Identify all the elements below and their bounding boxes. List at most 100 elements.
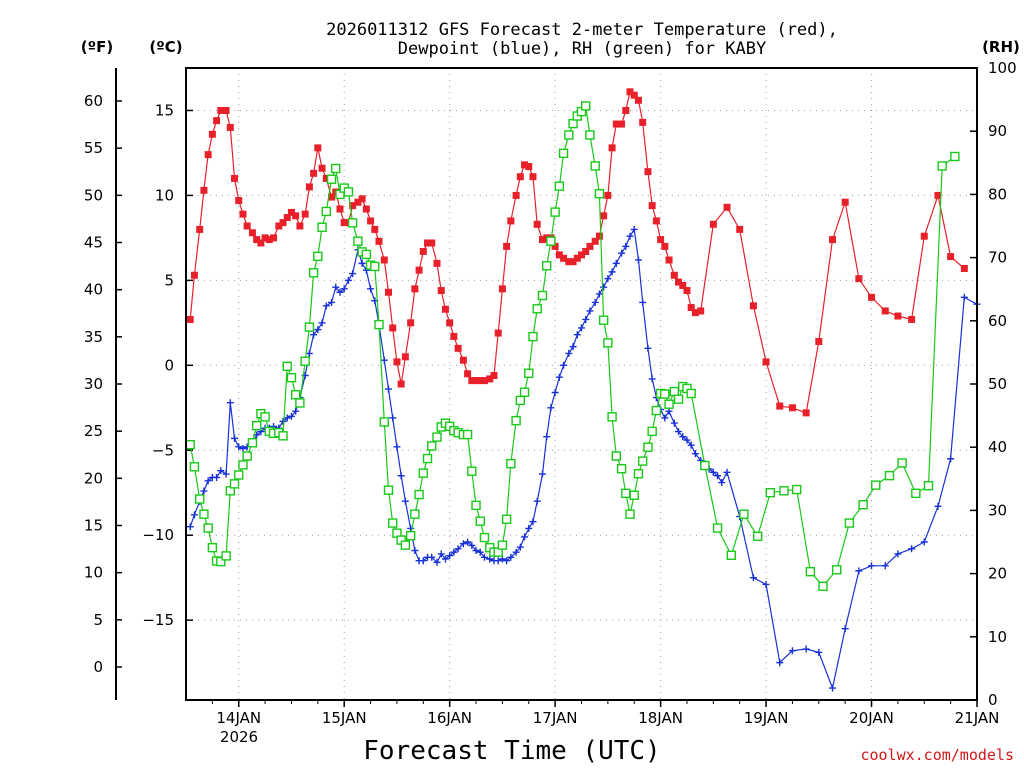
dewpoint-point bbox=[235, 443, 243, 451]
temperature-point bbox=[626, 88, 634, 96]
dewpoint-point bbox=[947, 455, 955, 463]
rh-point bbox=[564, 130, 574, 140]
chart-title-line1: 2026011312 GFS Forecast 2-meter Temperat… bbox=[326, 20, 838, 40]
temperature-point bbox=[446, 319, 454, 327]
dewpoint-point bbox=[380, 356, 388, 364]
x-tick-label: 20JAN bbox=[849, 709, 894, 727]
rh-point bbox=[207, 542, 218, 553]
rh-point bbox=[923, 481, 934, 491]
rh-point bbox=[295, 398, 305, 408]
rh-point bbox=[313, 251, 323, 262]
rh-point bbox=[673, 394, 684, 404]
dewpoint-point bbox=[190, 511, 198, 519]
temperature-point bbox=[569, 258, 577, 266]
temperature-point bbox=[802, 409, 810, 417]
temperature-point bbox=[555, 251, 563, 259]
rh-point bbox=[779, 486, 789, 496]
rh-point bbox=[629, 490, 639, 500]
dewpoint-point bbox=[855, 567, 863, 575]
dewpoint-point bbox=[595, 290, 603, 298]
dewpoint-point bbox=[718, 479, 726, 487]
rh-point bbox=[621, 488, 631, 499]
temperature-point bbox=[407, 319, 415, 327]
dewpoint-point bbox=[332, 283, 340, 291]
dewpoint-point bbox=[648, 375, 656, 383]
rh-tick-label: 10 bbox=[988, 628, 1007, 646]
temperature-point bbox=[573, 254, 581, 262]
temperature-point bbox=[582, 247, 590, 255]
temperature-point bbox=[855, 275, 863, 283]
dewpoint-point bbox=[802, 645, 810, 653]
temperature-point bbox=[371, 225, 379, 233]
temperature-point bbox=[503, 242, 511, 250]
rh-point bbox=[568, 118, 578, 129]
dewpoint-point bbox=[661, 414, 669, 422]
dewpoint-point bbox=[336, 288, 344, 296]
temperature-point bbox=[204, 151, 212, 159]
dewpoint-point bbox=[437, 550, 445, 558]
dewpoint-point bbox=[314, 326, 322, 334]
rh-point bbox=[475, 516, 485, 526]
rh-point bbox=[400, 540, 411, 550]
temperature-point bbox=[226, 123, 234, 131]
x-tick-label: 14JAN bbox=[216, 709, 261, 727]
rh-point bbox=[651, 405, 662, 416]
dewpoint-point bbox=[468, 541, 476, 549]
rh-point bbox=[405, 530, 416, 541]
rh-point bbox=[471, 500, 481, 511]
dewpoint-point bbox=[604, 275, 612, 283]
fahrenheit-tick-label: 50 bbox=[84, 186, 103, 204]
rh-unit-label: (RH) bbox=[982, 38, 1020, 56]
temperature-point bbox=[287, 208, 295, 216]
temperature-point bbox=[494, 329, 502, 337]
dewpoint-point bbox=[433, 558, 441, 566]
temperature-point bbox=[691, 309, 699, 317]
dewpoint-point bbox=[555, 373, 563, 381]
dewpoint-point bbox=[573, 331, 581, 339]
temperature-point bbox=[934, 191, 942, 199]
temperature-point bbox=[639, 118, 647, 126]
temperature-series bbox=[186, 88, 968, 417]
temperature-point bbox=[354, 198, 362, 206]
dewpoint-point bbox=[608, 268, 616, 276]
temperature-point bbox=[697, 307, 705, 315]
temperature-point bbox=[533, 220, 541, 228]
rh-point bbox=[479, 532, 490, 543]
temperature-point bbox=[551, 242, 559, 250]
dewpoint-point bbox=[200, 487, 208, 495]
temperature-point bbox=[644, 168, 652, 176]
rh-point bbox=[911, 488, 921, 499]
celsius-tick-label: 10 bbox=[155, 186, 174, 204]
temperature-point bbox=[190, 271, 198, 279]
temperature-point bbox=[604, 191, 612, 199]
celsius-tick-label: −10 bbox=[142, 526, 174, 544]
rh-point bbox=[304, 322, 315, 332]
temperature-point bbox=[336, 205, 344, 213]
rh-point bbox=[937, 161, 947, 171]
dewpoint-point bbox=[459, 540, 467, 548]
fahrenheit-tick-label: 60 bbox=[84, 92, 103, 110]
rh-point bbox=[611, 451, 622, 461]
dewpoint-point bbox=[480, 553, 488, 561]
dewpoint-point bbox=[960, 293, 968, 301]
rh-point bbox=[331, 163, 341, 174]
dewpoint-point bbox=[472, 546, 480, 554]
rh-point bbox=[585, 130, 595, 140]
rh-point bbox=[818, 581, 828, 591]
rh-point bbox=[383, 485, 394, 495]
rh-point bbox=[242, 451, 252, 461]
dewpoint-point bbox=[494, 557, 502, 565]
rh-point bbox=[370, 261, 380, 272]
dewpoint-point bbox=[397, 472, 405, 480]
dewpoint-point bbox=[634, 256, 642, 264]
dewpoint-point bbox=[591, 298, 599, 306]
dewpoint-point bbox=[670, 419, 678, 427]
rh-point bbox=[260, 412, 270, 422]
dewpoint-point bbox=[512, 548, 520, 556]
temperature-point bbox=[340, 219, 348, 227]
temperature-point bbox=[472, 377, 480, 385]
rh-point bbox=[598, 315, 609, 325]
dewpoint-point bbox=[691, 450, 699, 458]
temperature-point bbox=[480, 377, 488, 385]
